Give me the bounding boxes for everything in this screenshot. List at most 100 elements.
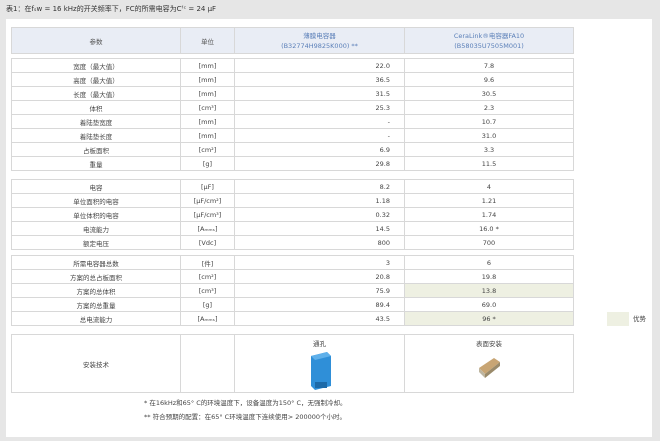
film-value: 25.3 xyxy=(234,100,405,115)
cera-code: (B58035U7505M001) xyxy=(454,41,524,50)
unit-cell: [Aₘₘₛ] xyxy=(180,221,235,236)
param-cell: 长度（最大值） xyxy=(11,86,181,101)
install-film: 通孔 xyxy=(234,334,405,393)
film-value: 0.32 xyxy=(234,207,405,222)
ceralink-value: 3.3 xyxy=(404,142,574,157)
ceralink-value: 6 xyxy=(404,255,574,270)
footnote-1: * 在16kHz和65° C的环境温度下，设备温度为150° C，无强制冷却。 xyxy=(144,399,347,407)
param-cell: 着陆垫宽度 xyxy=(11,114,181,129)
install-unit xyxy=(180,334,235,393)
param-cell: 所需电容器总数 xyxy=(11,255,181,270)
table-row: 重量 [g] 29.8 11.5 xyxy=(11,156,574,171)
unit-cell: [cm²] xyxy=(180,269,235,284)
table-row: 宽度（最大值） [mm] 22.0 7.8 xyxy=(11,58,574,73)
film-value: 14.5 xyxy=(234,221,405,236)
film-value: 75.9 xyxy=(234,283,405,298)
table-row: 单位面积的电容 [µF/cm²] 1.18 1.21 xyxy=(11,193,574,208)
unit-cell: [cm²] xyxy=(180,142,235,157)
ceralink-value: 7.8 xyxy=(404,58,574,73)
spec-group-1: 宽度（最大值） [mm] 22.0 7.8 高度（最大值） [mm] 36.5 9.6 长度（最… xyxy=(11,58,574,171)
param-cell: 重量 xyxy=(11,156,181,171)
table-row: 着陆垫宽度 [mm] -10.7 xyxy=(11,114,574,129)
unit-cell: [cm³] xyxy=(180,100,235,115)
unit-cell: [Vdc] xyxy=(180,235,235,250)
param-cell: 单位面积的电容 xyxy=(11,193,181,208)
ceralink-value: 2.3 xyxy=(404,100,574,115)
param-cell: 单位体积的电容 xyxy=(11,207,181,222)
film-value: 6.9 xyxy=(234,142,405,157)
table-row: 着陆垫长度 [mm] -31.0 xyxy=(11,128,574,143)
ceralink-value: 96 * xyxy=(404,311,574,326)
table-row: 方案的总占板面积 [cm²] 20.8 19.8 xyxy=(11,269,574,284)
table-row: 所需电容器总数 [件] 3 6 xyxy=(11,255,574,270)
ceralink-value: 19.8 xyxy=(404,269,574,284)
header-film: 薄膜电容器 (B32774H9825K000) ** xyxy=(234,27,405,54)
film-value: 36.5 xyxy=(234,72,405,87)
unit-cell: [件] xyxy=(180,255,235,270)
param-cell: 体积 xyxy=(11,100,181,115)
ceralink-value: 10.7 xyxy=(404,114,574,129)
table-row: 方案的总体积 [cm³] 75.9 13.8 xyxy=(11,283,574,298)
ceralink-value: 1.74 xyxy=(404,207,574,222)
table-row: 长度（最大值） [mm] 31.5 30.5 xyxy=(11,86,574,101)
header-param: 参数 xyxy=(11,27,181,54)
ceralink-value: 30.5 xyxy=(404,86,574,101)
unit-cell: [mm] xyxy=(180,72,235,87)
ceralink-value: 13.8 xyxy=(404,283,574,298)
table-row: 方案的总重量 [g] 89.4 69.0 xyxy=(11,297,574,312)
ceralink-value: 11.5 xyxy=(404,156,574,171)
ceralink-value: 9.6 xyxy=(404,72,574,87)
ceralink-capacitor-image xyxy=(479,358,500,378)
param-cell: 方案的总体积 xyxy=(11,283,181,298)
ceralink-value: 16.0 * xyxy=(404,221,574,236)
film-value: 89.4 xyxy=(234,297,405,312)
unit-cell: [mm] xyxy=(180,128,235,143)
table-row: 电容 [µF] 8.2 4 xyxy=(11,179,574,194)
film-value: - xyxy=(234,128,405,143)
table-row: 总电流能力 [Aₘₘₛ] 43.5 96 * xyxy=(11,311,574,326)
unit-cell: [mm] xyxy=(180,58,235,73)
cera-name: CeraLink®电容器FA10 xyxy=(453,31,525,40)
unit-cell: [µF/cm³] xyxy=(180,207,235,222)
install-label: 安装技术 xyxy=(11,334,181,393)
spec-group-2: 电容 [µF] 8.2 4 单位面积的电容 [µF/cm²] 1.18 1.21 单位体积的电容… xyxy=(11,179,574,250)
film-value: 1.18 xyxy=(234,193,405,208)
param-cell: 着陆垫长度 xyxy=(11,128,181,143)
table-header: 参数 单位 薄膜电容器 (B32774H9825K000) ** CeraLink… xyxy=(11,27,574,54)
ceralink-value: 31.0 xyxy=(404,128,574,143)
film-value: 8.2 xyxy=(234,179,405,194)
unit-cell: [cm³] xyxy=(180,283,235,298)
table-row: 占板面积 [cm²] 6.9 3.3 xyxy=(11,142,574,157)
unit-cell: [µF] xyxy=(180,179,235,194)
film-name: 薄膜电容器 xyxy=(303,31,336,40)
unit-cell: [mm] xyxy=(180,114,235,129)
unit-cell: [g] xyxy=(180,156,235,171)
install-ceralink: 表面安装 xyxy=(404,334,574,393)
film-capacitor-image xyxy=(310,352,331,390)
install-film-label: 通孔 xyxy=(313,340,326,348)
footnote-2: ** 符合预期的配置：在65° C环境温度下连续使用> 200000个小时。 xyxy=(144,413,347,421)
legend-label: 优势 xyxy=(633,315,646,323)
install-cera-label: 表面安装 xyxy=(476,340,502,348)
ceralink-value: 1.21 xyxy=(404,193,574,208)
ceralink-value: 69.0 xyxy=(404,297,574,312)
film-value: 20.8 xyxy=(234,269,405,284)
film-value: 29.8 xyxy=(234,156,405,171)
param-cell: 电容 xyxy=(11,179,181,194)
param-cell: 高度（最大值） xyxy=(11,72,181,87)
ceralink-value: 4 xyxy=(404,179,574,194)
film-value: 22.0 xyxy=(234,58,405,73)
param-cell: 总电流能力 xyxy=(11,311,181,326)
film-value: 43.5 xyxy=(234,311,405,326)
param-cell: 电流能力 xyxy=(11,221,181,236)
table-row: 单位体积的电容 [µF/cm³] 0.32 1.74 xyxy=(11,207,574,222)
table-row: 额定电压 [Vdc] 800 700 xyxy=(11,235,574,250)
legend-swatch xyxy=(607,312,629,326)
film-value: - xyxy=(234,114,405,129)
install-table: 安装技术 通孔 表面安装 xyxy=(11,334,574,393)
film-code: (B32774H9825K000) ** xyxy=(281,41,358,50)
ceralink-value: 700 xyxy=(404,235,574,250)
param-cell: 宽度（最大值） xyxy=(11,58,181,73)
param-cell: 额定电压 xyxy=(11,235,181,250)
unit-cell: [g] xyxy=(180,297,235,312)
